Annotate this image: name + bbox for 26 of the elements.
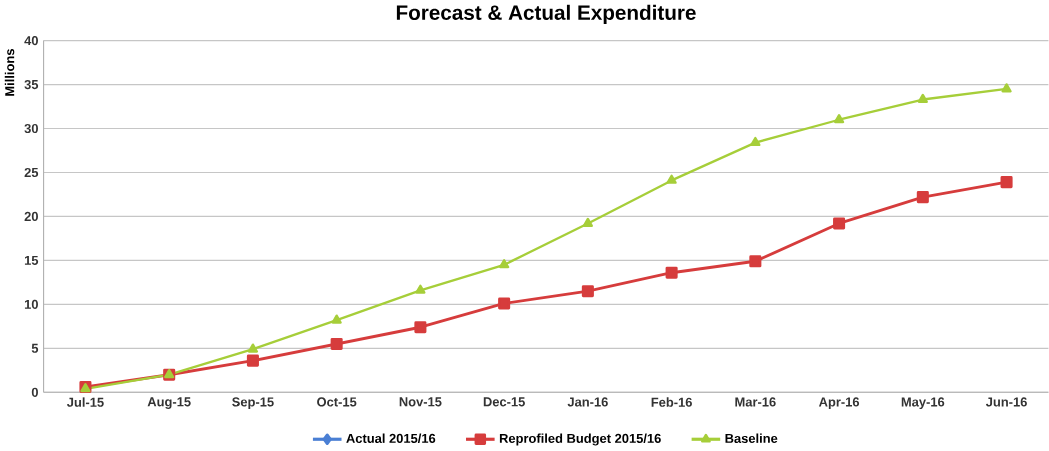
x-tick-label: Dec-15: [483, 397, 525, 407]
y-axis-title: Millions: [4, 49, 15, 96]
y-tick-label: 0: [31, 387, 38, 397]
y-tick-label: 5: [31, 343, 39, 353]
y-tick-label: 25: [24, 168, 39, 178]
legend-label: Actual 2015/16: [346, 433, 436, 444]
x-tick-label: Jun-16: [985, 397, 1027, 407]
x-tick-label: Jan-16: [567, 397, 608, 407]
x-tick-label: Sep-15: [232, 397, 274, 410]
y-tick-label: 10: [24, 299, 38, 310]
y-tick-label: 20: [24, 211, 38, 222]
chart-title: Forecast & Actual Expenditure: [396, 4, 696, 25]
x-tick-label: Mar-16: [735, 397, 776, 407]
x-tick-label: Feb-16: [651, 397, 692, 407]
x-tick-label: Jul-15: [66, 397, 104, 407]
x-tick-label: Aug-15: [147, 397, 191, 410]
y-tick-label: 40: [24, 36, 38, 46]
x-tick-label: Nov-15: [399, 397, 442, 407]
y-tick-label: 35: [24, 80, 39, 90]
x-tick-label: May-16: [901, 397, 945, 410]
y-tick-label: 15: [24, 256, 39, 266]
y-tick-label: 30: [24, 124, 38, 134]
x-tick-label: Oct-15: [317, 397, 357, 407]
legend-label: Baseline: [725, 433, 778, 444]
legend-label: Reprofiled Budget 2015/16: [499, 433, 661, 446]
x-tick-label: Apr-16: [818, 397, 860, 410]
